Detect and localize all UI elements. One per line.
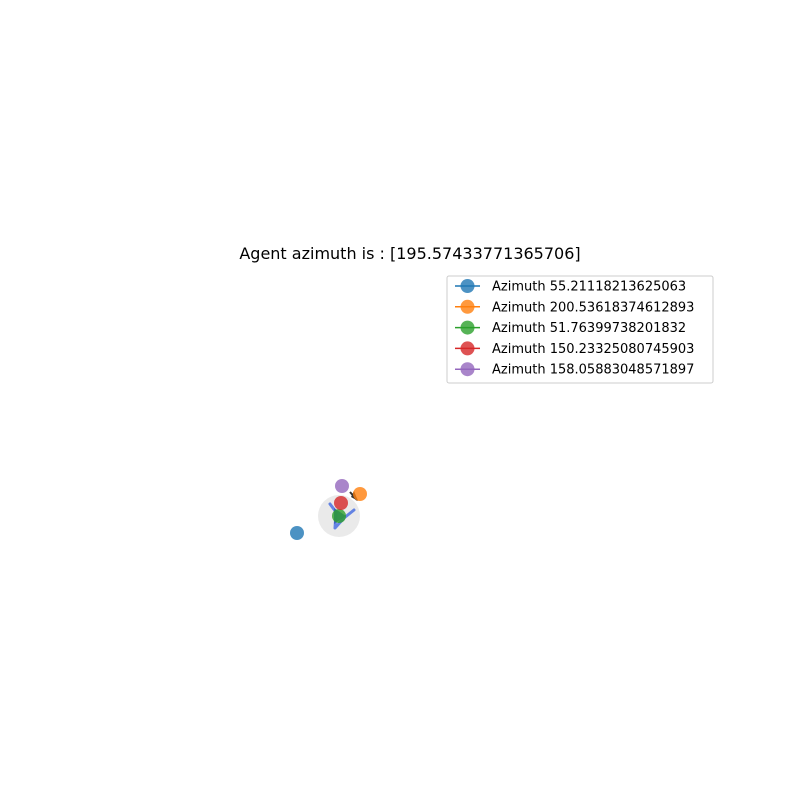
legend-label-3: Azimuth 150.23325080745903 [492,342,694,357]
legend-label-1: Azimuth 200.53618374612893 [492,300,694,315]
legend-entry-1: Azimuth 200.53618374612893 [455,299,694,315]
legend-marker-2 [460,320,475,335]
legend-marker-4 [460,362,475,377]
legend-marker-3 [460,341,475,356]
legend-marker-0 [460,279,475,293]
legend-entry-4: Azimuth 158.05883048571897 [455,362,694,378]
legend-label-4: Azimuth 158.05883048571897 [492,363,694,378]
legend-label-2: Azimuth 51.76399738201832 [492,321,686,336]
chart-title: Agent azimuth is : [195.57433771365706] [239,244,580,263]
legend-marker-1 [460,299,475,314]
data-point-4 [335,479,349,493]
data-point-2 [332,509,346,523]
legend-entry-2: Azimuth 51.76399738201832 [455,320,686,336]
data-point-1 [353,487,367,501]
data-point-0 [290,526,304,540]
points-layer [290,479,367,540]
legend-entry-3: Azimuth 150.23325080745903 [455,341,694,357]
data-point-3 [334,496,348,510]
legend-frame [446,275,714,384]
legend: Azimuth 55.21118213625063 Azimuth 200.536… [446,275,714,384]
legend-label-0: Azimuth 55.21118213625063 [492,280,686,295]
legend-entry-0: Azimuth 55.21118213625063 [455,279,686,295]
legend-items: Azimuth 55.21118213625063 Azimuth 200.536… [455,279,694,378]
